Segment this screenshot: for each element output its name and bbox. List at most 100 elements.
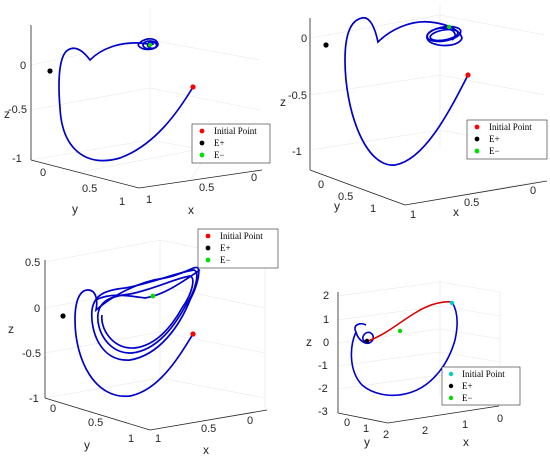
panel-4-x-tick-3: 2	[422, 425, 428, 437]
chart-panel-2: 0 -0.5 -1 z 0 0.5 1 y 1 0.5 0 x Initial …	[280, 3, 548, 221]
panel-2-legend: Initial Point E+ E−	[466, 119, 548, 160]
panel-4-legend-swatch-2	[448, 383, 454, 389]
panel-2-e-minus-marker	[446, 24, 452, 30]
chart-panel-1: 0 -0.5 -1 z 0 0.5 1 y 1 0.5 0 x Initial …	[4, 7, 271, 217]
panel-1-y-tick-2: 0.5	[82, 183, 97, 195]
panel-1-legend-label-1: Initial Point	[214, 126, 257, 136]
panel-1-y-tick-3: 1	[119, 196, 125, 208]
panel-3-legend-label-3: E−	[220, 255, 231, 265]
panel-1-z-tick-1: 0	[20, 60, 26, 72]
panel-4-y-tick-3: 2	[383, 429, 389, 441]
panel-1-legend: Initial Point E+ E−	[191, 123, 271, 164]
panel-3-trajectory-inner-1	[91, 269, 198, 354]
panel-3-z-tick-3: -0.5	[22, 348, 41, 360]
panel-4-z-tick-5: -2	[318, 383, 328, 395]
panel-3-trajectory-outer	[74, 266, 200, 397]
panel-3-y-tick-2: 0.5	[88, 417, 103, 429]
panel-2-attractor-band-1	[426, 25, 462, 43]
panel-3-e-minus-marker	[150, 293, 156, 299]
panel-2-z-tick-3: -1	[292, 146, 302, 158]
panel-2-z-label: z	[280, 95, 286, 109]
panel-3-z-tick-2: 0	[34, 303, 40, 315]
panel-3-legend: Initial Point E+ E−	[197, 228, 279, 269]
panel-1-y-axis	[30, 159, 140, 189]
chart-panel-3: 0.5 0 -0.5 -1 z 0 0.5 1 y 1 0.5 0 x Init…	[8, 228, 279, 457]
panel-3-y-tick-3: 1	[128, 433, 134, 445]
panel-1-e-minus-marker	[147, 42, 153, 48]
panel-1-z-tick-3: -1	[12, 153, 22, 165]
panel-2-axes	[309, 18, 548, 206]
panel-3-legend-swatch-3	[205, 257, 211, 263]
panel-1-trajectory	[58, 38, 194, 162]
panel-1-y-tick-1: 0	[40, 167, 46, 179]
panel-2-legend-swatch-1	[474, 124, 480, 130]
panel-3-legend-swatch-1	[205, 233, 211, 239]
panel-3-x-label: x	[203, 443, 209, 457]
chart-panel-4: 2 1 0 -1 -2 -3 z 0 1 2 y 2 1 0 x Initial…	[306, 280, 521, 449]
panel-4-z-tick-2: 1	[323, 314, 329, 326]
panel-2-legend-label-2: E+	[489, 134, 500, 144]
panel-1-x-label: x	[188, 203, 194, 217]
panel-2-x-axis	[404, 180, 548, 206]
panel-4-legend-label-3: E−	[462, 393, 473, 403]
panel-4-y-tick-1: 0	[344, 417, 350, 429]
panel-2-x-label: x	[453, 205, 459, 219]
panel-3-grid	[44, 239, 266, 431]
panel-3-e-plus-marker	[60, 313, 66, 319]
panel-4-legend-label-2: E+	[462, 381, 473, 391]
panel-4-y-tick-2: 1	[363, 423, 369, 435]
panel-1-legend-label-2: E+	[214, 138, 225, 148]
panel-4-z-label: z	[306, 335, 312, 349]
panel-4-legend-swatch-1	[448, 371, 454, 377]
panel-4-z-tick-3: 0	[323, 337, 329, 349]
panel-4-y-axis	[337, 412, 389, 424]
panel-4-legend-label-1: Initial Point	[462, 369, 505, 379]
panel-4-z-tick-1: 2	[323, 290, 329, 302]
panel-4-e-minus-marker	[397, 328, 403, 334]
panel-1-x-tick-1: 0	[251, 172, 257, 184]
panel-1-axes	[30, 25, 263, 189]
panel-3-x-tick-2: 0.5	[201, 423, 216, 435]
panel-4-x-tick-1: 0	[497, 413, 503, 425]
panel-1-legend-swatch-3	[199, 152, 205, 158]
panel-3-y-tick-1: 0	[50, 403, 56, 415]
panel-4-x-tick-2: 1	[462, 419, 468, 431]
panel-2-attractor-band-2	[429, 28, 459, 42]
panel-4-y-label: y	[364, 435, 370, 449]
panel-3-y-label: y	[84, 438, 90, 452]
panel-3-trajectory-inner-2	[97, 275, 194, 349]
panel-4-z-tick-4: -1	[318, 360, 328, 372]
panel-1-y-label: y	[72, 202, 78, 216]
panel-2-z-tick-1: 0	[301, 33, 307, 45]
panel-4-legend: Initial Point E+ E−	[441, 366, 521, 406]
panel-1-z-label: z	[4, 107, 10, 121]
panel-1-legend-swatch-2	[199, 140, 205, 146]
panel-2-legend-swatch-3	[474, 148, 480, 154]
panel-3-x-tick-1: 0	[247, 415, 253, 427]
panel-2-legend-label-1: Initial Point	[489, 122, 532, 132]
panel-1-e-plus-marker	[47, 68, 53, 74]
panel-1-legend-swatch-1	[199, 128, 205, 134]
panel-4-z-tick-6: -3	[318, 406, 328, 418]
panel-3-initial-point-marker	[190, 331, 196, 337]
panel-3-z-tick-4: -1	[29, 393, 39, 405]
panel-1-x-tick-2: 0.5	[199, 182, 214, 194]
panel-3-y-axis	[44, 397, 151, 431]
panel-1-legend-label-3: E−	[214, 150, 225, 160]
panel-2-initial-point-marker	[465, 72, 471, 78]
panel-2-z-tick-2: -0.5	[288, 90, 307, 102]
panel-2-x-tick-2: 0.5	[464, 197, 479, 209]
panel-1-x-axis	[138, 169, 263, 189]
panel-4-initial-point-marker	[449, 300, 455, 306]
panel-3-legend-label-2: E+	[220, 243, 231, 253]
panel-2-legend-swatch-2	[474, 136, 480, 142]
panel-2-y-tick-1: 0	[318, 179, 324, 191]
panel-3-z-tick-1: 0.5	[25, 257, 40, 269]
panel-3-trajectory-top	[95, 269, 201, 301]
panel-1-x-tick-3: 1	[146, 194, 152, 206]
panel-3-axes	[44, 260, 268, 431]
panel-2-legend-label-3: E−	[489, 146, 500, 156]
panel-4-x-label: x	[463, 435, 469, 449]
panel-4-e-plus-marker	[364, 338, 370, 344]
